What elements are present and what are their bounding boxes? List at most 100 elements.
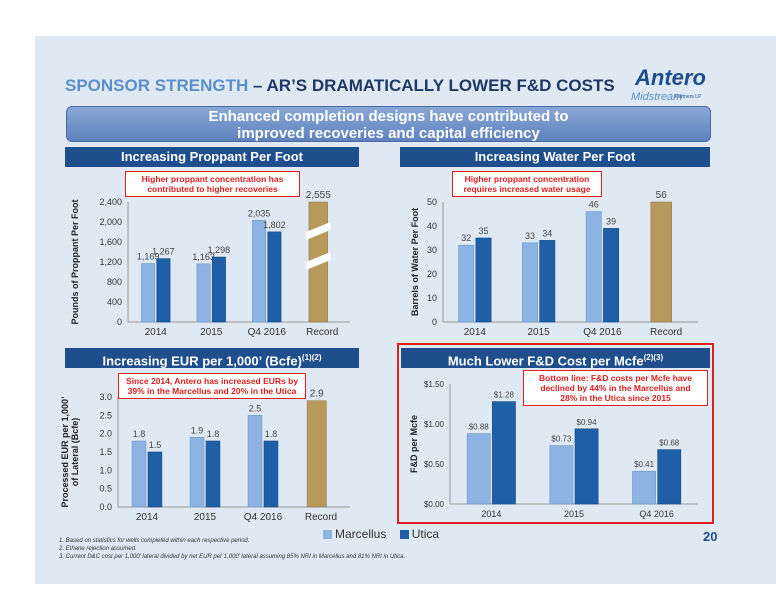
utica-value-label: $0.94 (577, 418, 598, 427)
marcellus-value-label: 1,169 (137, 252, 160, 262)
utica-value-label: 1,298 (208, 245, 231, 255)
marcellus-value-label: $0.88 (469, 423, 490, 432)
y-tick-label: 2,400 (99, 197, 122, 207)
y-axis-label: Pounds of Proppant Per Foot (70, 200, 80, 325)
summary-banner: Enhanced completion designs have contrib… (66, 106, 711, 142)
utica-value-label: 39 (606, 216, 616, 226)
axis-break-mark (305, 222, 331, 240)
page-title: SPONSOR STRENGTH – AR’S DRAMATICALLY LOW… (65, 76, 615, 95)
record-bar (650, 201, 672, 323)
axis-break-mark (305, 252, 331, 270)
y-tick-label: $0.00 (424, 500, 445, 509)
utica-bar (205, 440, 221, 508)
utica-bar (211, 256, 226, 323)
utica-value-label: 1.5 (149, 440, 162, 450)
y-tick-label: 1,200 (99, 257, 122, 267)
page-number: 20 (703, 529, 718, 544)
fd-callout: Bottom line: F&D costs per Mcfe have decl… (523, 370, 708, 406)
y-axis-label: Processed EUR per 1,000’ of Lateral (Bcfe… (60, 396, 80, 507)
antero-logo: Antero Midstream Partners LP (631, 65, 706, 103)
chart-legend: Marcellus Utica (323, 527, 439, 541)
eur-chart: 0.0 0.5 1.0 1.5 2.0 2.5 3.0 Processed EUR per 1… (60, 389, 350, 523)
x-tick-label: Record (305, 512, 337, 523)
footnote-1: 1. Based on statistics for wells complet… (59, 538, 250, 544)
marcellus-bar (522, 242, 538, 323)
legend-utica: Utica (411, 527, 440, 541)
y-tick-label: 2.5 (99, 410, 112, 420)
y-tick-label: $1.00 (424, 420, 445, 429)
y-tick-label: 50 (427, 197, 437, 207)
banner-line-2: improved recoveries and capital efficien… (237, 125, 540, 142)
x-tick-label: 2014 (136, 512, 159, 523)
y-tick-label: 1.5 (99, 447, 112, 457)
y-tick-label: 30 (427, 245, 437, 255)
record-value-label: 56 (656, 190, 668, 201)
marcellus-value-label: 46 (589, 200, 599, 210)
banner-line-1: Enhanced completion designs have contrib… (208, 108, 569, 125)
legend-swatch-utica (399, 530, 409, 540)
marcellus-bar (247, 415, 263, 508)
marcellus-value-label: 2,035 (248, 208, 271, 218)
utica-bar (263, 440, 279, 508)
eur-callout: Since 2014, Antero has increased EURs by… (118, 373, 306, 399)
marcellus-bar (632, 470, 656, 505)
x-tick-label: 2015 (564, 509, 584, 519)
y-tick-label: 20 (427, 269, 437, 279)
fd-chart: $0.00 $0.50 $1.00 $1.50 F&D per Mcfe 2014 $0.8… (409, 380, 698, 519)
utica-value-label: 1,802 (263, 220, 286, 230)
x-tick-label: Record (650, 327, 682, 338)
footnote-3: 3. Current D&C cost per 1,000’ lateral d… (59, 554, 406, 560)
utica-value-label: 1.8 (265, 429, 278, 439)
x-tick-label: 2014 (481, 509, 501, 519)
marcellus-bar (458, 244, 475, 323)
footnote-2: 2. Ethane rejection assumed. (59, 546, 137, 552)
utica-value-label: 34 (542, 228, 552, 238)
record-bar (306, 400, 327, 508)
utica-bar (574, 428, 599, 505)
y-tick-label: 2.0 (99, 429, 112, 439)
marcellus-bar (252, 219, 267, 323)
x-tick-label: Q4 2016 (583, 327, 622, 338)
marcellus-bar (196, 263, 211, 323)
proppant-chart-header: Increasing Proppant Per Foot (65, 147, 359, 167)
fd-chart-highlight-box (397, 343, 714, 524)
record-value-label: 2.9 (310, 389, 324, 400)
x-tick-label: Record (306, 327, 338, 338)
marcellus-value-label: 1.8 (133, 429, 146, 439)
utica-value-label: 1.8 (207, 429, 220, 439)
y-axis-label: F&D per Mcfe (409, 415, 419, 473)
x-tick-label: 2014 (464, 327, 487, 338)
marcellus-bar (549, 445, 574, 505)
y-tick-label: 1,600 (99, 237, 122, 247)
eur-chart-header: Increasing EUR per 1,000’ (Bcfe)(1)(2) (65, 348, 359, 368)
y-axis-label-line: Pounds of Proppant Per Foot (70, 200, 80, 325)
y-axis-label-line: F&D per Mcfe (409, 415, 419, 473)
marcellus-value-label: $0.41 (634, 460, 655, 469)
utica-bar (657, 449, 682, 505)
utica-bar (147, 451, 163, 508)
marcellus-value-label: 1.9 (191, 425, 204, 435)
marcellus-bar (466, 433, 491, 505)
x-tick-label: Q4 2016 (248, 327, 287, 338)
utica-value-label: 1,267 (152, 247, 175, 257)
marcellus-bar (131, 440, 147, 508)
proppant-callout: Higher proppant concentration has contrib… (125, 171, 300, 197)
record-value-label: 2,555 (306, 190, 331, 201)
y-axis-label-line: Barrels of Water Per Foot (410, 208, 420, 316)
legend-swatch-marcellus (323, 530, 332, 540)
y-tick-label: $0.50 (424, 460, 445, 469)
y-tick-label: 2,000 (99, 217, 122, 227)
y-tick-label: 40 (427, 221, 437, 231)
legend-marcellus: Marcellus (335, 527, 387, 541)
marcellus-bar (585, 211, 602, 323)
marcellus-value-label: 33 (525, 231, 535, 241)
water-callout: Higher proppant concentration requires in… (452, 171, 602, 197)
utica-bar (539, 240, 556, 323)
marcellus-bar (141, 263, 156, 323)
marcellus-value-label: 2.5 (249, 403, 262, 413)
utica-bar (603, 228, 619, 323)
y-tick-label: 0.5 (99, 484, 112, 494)
marcellus-value-label: $0.73 (551, 435, 572, 444)
y-tick-label: 0 (117, 317, 122, 327)
utica-bar (267, 231, 282, 323)
